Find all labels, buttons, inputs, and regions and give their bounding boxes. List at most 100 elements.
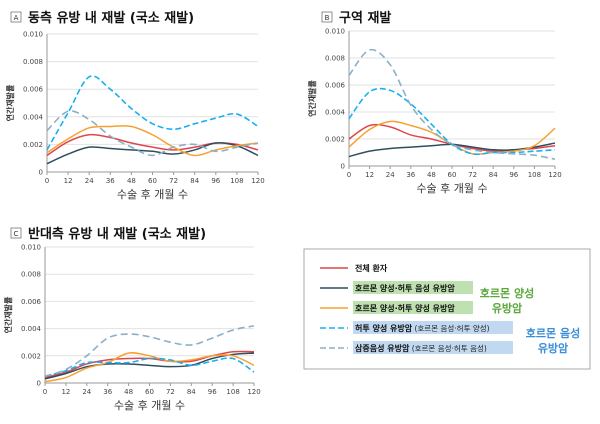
legend-highlight bbox=[353, 341, 513, 354]
x-tick-label: 60 bbox=[145, 388, 154, 396]
group-label-hr-positive: 유방암 bbox=[492, 301, 522, 315]
y-tick-label: 0.010 bbox=[325, 28, 345, 36]
series-line-2 bbox=[44, 352, 255, 380]
y-tick-label: 0.004 bbox=[23, 113, 44, 121]
x-tick-label: 24 bbox=[85, 177, 94, 185]
series-line-4 bbox=[348, 87, 556, 156]
y-tick-label: 0.006 bbox=[23, 86, 44, 94]
y-tick-label: 0.008 bbox=[21, 271, 41, 279]
x-tick-label: 72 bbox=[166, 388, 175, 396]
legend-highlight bbox=[353, 281, 473, 294]
x-axis-label: 수술 후 개월 수 bbox=[416, 182, 487, 195]
series-line-1 bbox=[348, 123, 556, 152]
x-tick-label: 48 bbox=[427, 171, 436, 179]
x-axis-label: 수술 후 개월 수 bbox=[117, 188, 188, 201]
x-tick-label: 48 bbox=[124, 388, 133, 396]
series-line-5 bbox=[348, 48, 556, 161]
x-tick-label: 108 bbox=[528, 171, 541, 179]
x-tick-label: 108 bbox=[226, 388, 239, 396]
x-tick-label: 96 bbox=[509, 171, 518, 179]
chart-title: 반대측 유방 내 재발 (국소 재발) bbox=[28, 226, 206, 242]
series-line-4 bbox=[46, 75, 259, 151]
x-tick-label: 36 bbox=[103, 388, 112, 396]
x-tick-label: 96 bbox=[211, 177, 220, 185]
x-tick-label: 72 bbox=[468, 171, 477, 179]
y-tick-label: 0.010 bbox=[21, 244, 41, 252]
series-line-5 bbox=[46, 110, 259, 157]
y-tick-label: 0.006 bbox=[21, 298, 42, 306]
legend-sublabel: (호르몬 음성·허투 양성) bbox=[412, 324, 490, 333]
x-tick-label: 48 bbox=[127, 177, 136, 185]
series-line-4 bbox=[44, 357, 255, 377]
chart-C: C 반대측 유방 내 재발 (국소 재발) 0 0.002 0.004 0.006 0.00… bbox=[3, 226, 261, 412]
y-tick-label: 0.002 bbox=[325, 136, 345, 144]
x-tick-label: 12 bbox=[365, 171, 374, 179]
y-axis-label: 연간재발률 bbox=[307, 79, 317, 116]
series-line-3 bbox=[46, 125, 259, 157]
x-tick-label: 84 bbox=[187, 388, 196, 396]
x-axis-label: 수술 후 개월 수 bbox=[114, 399, 185, 412]
legend-highlight bbox=[353, 301, 473, 314]
legend-label: 허투 양성 유방암 (호르몬 음성·허투 양성) bbox=[355, 323, 490, 333]
group-label-hr-positive: 호르몬 양성 bbox=[480, 286, 534, 300]
series-line-3 bbox=[44, 352, 255, 383]
legend-label: 전체 환자 bbox=[355, 263, 388, 273]
x-tick-label: 84 bbox=[489, 171, 498, 179]
x-tick-label: 36 bbox=[106, 177, 115, 185]
chart-B: B 구역 재발 0 0.002 0.004 0.006 0.008 0.010 0 12 24 36 4… bbox=[307, 10, 562, 195]
x-tick-label: 120 bbox=[247, 388, 260, 396]
legend-highlight bbox=[353, 321, 513, 334]
y-tick-label: 0.008 bbox=[23, 58, 43, 66]
group-label-hr-negative: 호르몬 음성 bbox=[526, 326, 580, 340]
legend-label: 호르몬 양성·허투 양성 유방암 bbox=[355, 303, 455, 313]
panel-badge-box bbox=[10, 11, 22, 23]
x-tick-label: 96 bbox=[208, 388, 217, 396]
x-tick-label: 24 bbox=[82, 388, 91, 396]
x-tick-label: 24 bbox=[386, 171, 395, 179]
x-tick-label: 84 bbox=[190, 177, 199, 185]
x-tick-label: 0 bbox=[347, 171, 351, 179]
x-tick-label: 36 bbox=[406, 171, 415, 179]
x-tick-label: 108 bbox=[230, 177, 243, 185]
y-tick-label: 0.002 bbox=[21, 352, 41, 360]
y-axis-label: 연간재발률 bbox=[5, 84, 15, 121]
x-tick-label: 60 bbox=[148, 177, 157, 185]
x-tick-label: 72 bbox=[169, 177, 178, 185]
group-label-hr-negative: 유방암 bbox=[538, 341, 568, 355]
chart-A: A 동측 유방 내 재발 (국소 재발) 0 0.002 0.004 0.006 0.008… bbox=[5, 10, 265, 201]
panel-badge-box bbox=[321, 11, 333, 23]
legend-label: 삼중음성 유방암 (호르몬 음성·허투 음성) bbox=[355, 343, 487, 353]
legend-label: 호르몬 양성·허투 음성 유방암 bbox=[355, 283, 455, 293]
y-tick-label: 0 bbox=[39, 169, 43, 177]
series-line-2 bbox=[46, 142, 259, 165]
series-line-1 bbox=[46, 133, 259, 157]
panel-badge: A bbox=[14, 14, 19, 22]
y-tick-label: 0.004 bbox=[21, 325, 42, 333]
y-axis-label: 연간재발률 bbox=[3, 296, 13, 333]
series-line-5 bbox=[44, 325, 255, 377]
y-tick-label: 0.006 bbox=[325, 82, 346, 90]
legend-sublabel: (호르몬 음성·허투 음성) bbox=[409, 344, 487, 353]
y-tick-label: 0.002 bbox=[23, 141, 43, 149]
chart-title: 동측 유방 내 재발 (국소 재발) bbox=[28, 10, 194, 26]
x-tick-label: 60 bbox=[448, 171, 457, 179]
y-tick-label: 0 bbox=[37, 380, 41, 388]
series-line-1 bbox=[44, 350, 255, 379]
panel-badge: C bbox=[14, 230, 19, 238]
panel-badge: B bbox=[325, 14, 330, 22]
x-tick-label: 0 bbox=[45, 177, 49, 185]
x-tick-label: 0 bbox=[43, 388, 47, 396]
x-tick-label: 120 bbox=[548, 171, 561, 179]
y-tick-label: 0.010 bbox=[23, 31, 43, 39]
x-tick-label: 12 bbox=[64, 177, 73, 185]
x-tick-label: 120 bbox=[251, 177, 264, 185]
chart-title: 구역 재발 bbox=[339, 10, 391, 26]
y-tick-label: 0.008 bbox=[325, 55, 345, 63]
y-tick-label: 0 bbox=[341, 163, 345, 171]
y-tick-label: 0.004 bbox=[325, 109, 346, 117]
x-tick-label: 12 bbox=[61, 388, 70, 396]
panel-badge-box bbox=[10, 227, 22, 239]
